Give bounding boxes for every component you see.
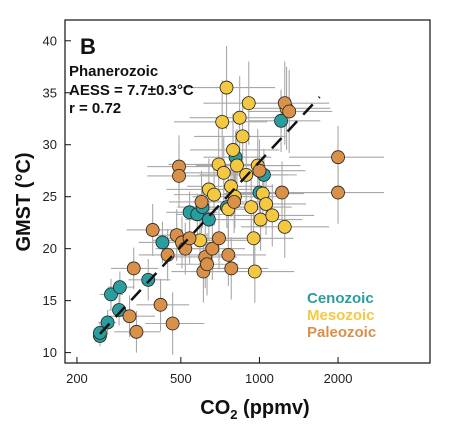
x-axis-ticks: 200 500 1000 2000 [66,357,353,386]
x-axis-title-subscript: 2 [230,407,237,422]
point-mesozoic [226,143,240,157]
point-mesozoic [265,208,280,223]
point-paleozoic [122,309,137,324]
correlation-annotation: r = 0.72 [69,100,121,117]
point-mesozoic [235,129,250,144]
point-paleozoic [194,194,209,209]
point-cenozoic [155,235,170,250]
y-tick-label: 30 [43,137,57,152]
point-mesozoic [230,158,244,173]
point-paleozoic [126,261,141,276]
plot-frame [64,19,431,364]
x-tick-label: 500 [170,371,192,386]
point-paleozoic [331,185,345,200]
point-cenozoic [201,212,216,227]
y-tick-label: 20 [43,241,57,256]
legend-entry-cenozoic: Cenozoic [307,290,374,307]
aess-annotation: AESS = 7.7±0.3°C [69,82,194,99]
point-mesozoic [244,200,259,214]
point-paleozoic [227,194,242,209]
point-paleozoic [153,297,168,312]
point-paleozoic [252,163,267,178]
y-tick-label: 40 [43,33,57,48]
point-paleozoic [200,257,214,272]
point-mesozoic [232,110,247,125]
y-axis-title: GMST (°C) [13,152,35,251]
legend-entry-mesozoic: Mesozoic [307,307,375,324]
y-axis-ticks: 10 15 20 25 30 35 40 [43,33,71,360]
y-tick-label: 15 [43,293,57,308]
point-paleozoic [331,150,345,165]
point-mesozoic [207,187,221,202]
point-paleozoic [282,104,297,119]
data-points [93,80,345,343]
x-tick-label: 200 [66,371,88,386]
point-cenozoic [112,303,126,317]
point-mesozoic [277,219,292,234]
y-tick-label: 25 [43,189,57,204]
point-paleozoic [129,324,144,339]
point-paleozoic [212,231,226,246]
point-paleozoic [224,261,239,276]
x-axis-title-main: CO [200,397,230,419]
point-mesozoic [253,212,268,227]
x-axis-title: CO2 (ppmv) [200,397,309,422]
point-cenozoic [104,287,118,302]
x-axis-title-unit: (ppmv) [238,397,310,419]
point-paleozoic [165,316,180,331]
point-mesozoic [215,114,230,129]
point-mesozoic [241,96,256,111]
legend-entry-paleozoic: Paleozoic [307,324,376,341]
point-mesozoic [216,165,231,180]
fit-line [99,96,321,335]
point-mesozoic [247,264,262,279]
point-cenozoic [100,315,115,330]
point-paleozoic [145,223,160,237]
point-paleozoic [172,169,186,183]
panel-label: B [80,34,96,59]
chart-title: Phanerozoic [69,63,158,80]
point-paleozoic [205,241,220,256]
point-mesozoic [246,231,261,246]
point-cenozoic [112,280,127,295]
x-tick-label: 2000 [324,371,353,386]
point-paleozoic [275,185,289,200]
y-tick-label: 35 [43,85,57,100]
x-tick-label: 1000 [245,371,274,386]
point-cenozoic [274,113,288,128]
y-tick-label: 10 [43,345,57,360]
point-mesozoic [219,80,234,95]
point-mesozoic [259,197,273,211]
point-paleozoic [221,248,236,262]
